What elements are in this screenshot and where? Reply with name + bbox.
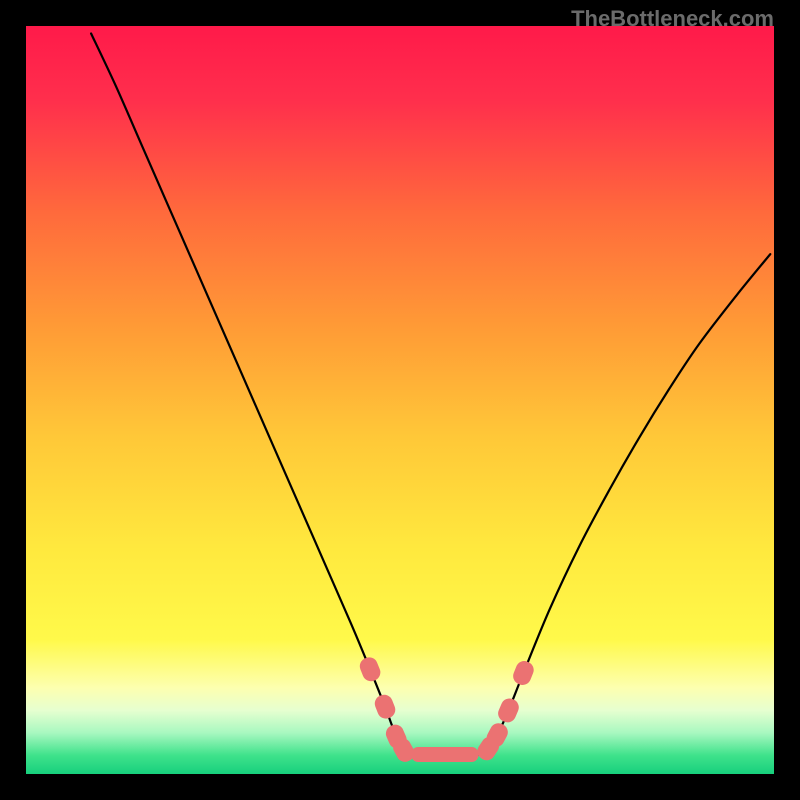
bottleneck-curve	[91, 33, 770, 757]
marker-left-1	[373, 693, 397, 721]
marker-right-2	[496, 697, 521, 725]
marker-flat-strip	[411, 747, 478, 762]
marker-left-0	[358, 655, 382, 683]
marker-right-3	[511, 659, 535, 687]
stage: TheBottleneck.com	[0, 0, 800, 800]
chart-svg	[0, 0, 800, 800]
